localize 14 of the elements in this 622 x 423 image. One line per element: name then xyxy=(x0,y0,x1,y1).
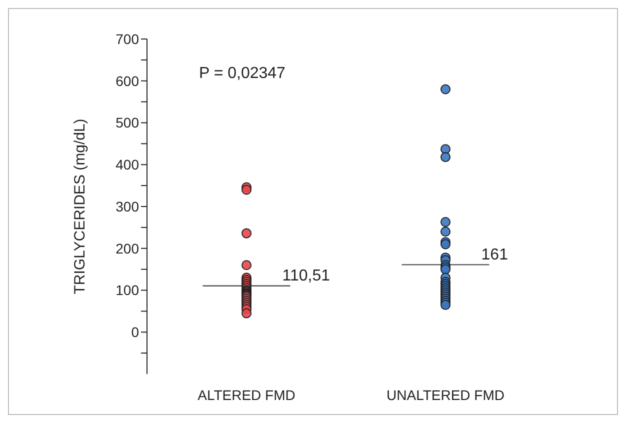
x-tick-label: UNALTERED FMD xyxy=(386,386,504,403)
y-tick-label: 500 xyxy=(116,114,140,131)
y-tick-label: 100 xyxy=(116,282,140,298)
annotation: 110,51 xyxy=(282,268,330,285)
y-tick-label: 700 xyxy=(116,30,140,47)
y-tick-label: 0 xyxy=(131,324,140,340)
y-tick-label: 300 xyxy=(116,198,140,214)
annotation: P = 0,02347 xyxy=(199,65,286,83)
y-tick-label: 600 xyxy=(116,72,140,89)
annotation: 161 xyxy=(481,246,508,264)
y-axis-title: TRIGLYCERIDES (mg/dL) xyxy=(71,118,88,294)
x-tick-label: ALTERED FMD xyxy=(198,386,296,403)
y-tick-label: 400 xyxy=(116,156,140,173)
y-tick-label: 200 xyxy=(116,240,140,256)
